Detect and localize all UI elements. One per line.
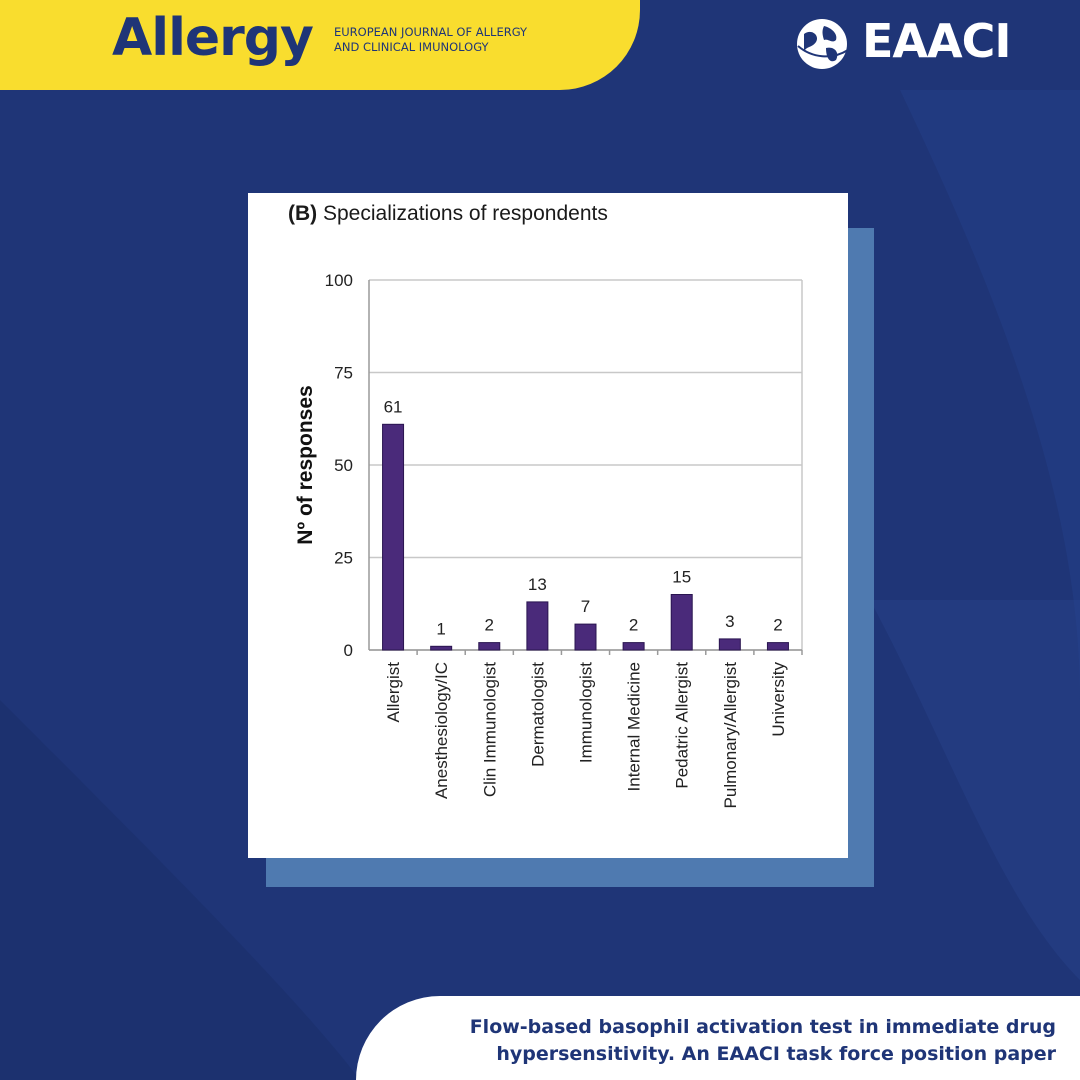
y-tick-label: 75	[334, 364, 353, 383]
data-label: 1	[436, 619, 445, 638]
data-label: 2	[773, 616, 782, 635]
data-label: 13	[528, 575, 547, 594]
article-title: Flow-based basophil activation test in i…	[470, 1014, 1056, 1068]
journal-subtitle: EUROPEAN JOURNAL OF ALLERGY AND CLINICAL…	[334, 25, 527, 55]
x-tick-label: Immunologist	[577, 662, 596, 763]
bar-pedatric-allergist	[670, 594, 693, 651]
eaaci-logo-text: EAACI	[862, 14, 1011, 68]
chart-card: (B) Specializations of respondents 0 25 50…	[248, 193, 848, 858]
journal-subtitle-line1: EUROPEAN JOURNAL OF ALLERGY	[334, 25, 528, 39]
y-axis-label: Nº of responses	[294, 385, 317, 544]
bar-clin-immunologist	[478, 642, 501, 651]
x-tick-label: Anesthesiology/IC	[432, 662, 451, 799]
article-title-line1: Flow-based basophil activation test in i…	[469, 1016, 1056, 1038]
data-label: 2	[485, 616, 494, 635]
journal-header-bar: Allergy EUROPEAN JOURNAL OF ALLERGY AND …	[0, 0, 640, 90]
chart-title-text: Specializations of respondents	[323, 202, 608, 225]
bar-immunologist	[574, 623, 597, 651]
y-tick-label: 25	[334, 549, 353, 568]
bar-chart: 0 25 50 75 100 Nº of responses 61 Allergist 1 Ane…	[294, 271, 803, 809]
article-title-line2: hypersensitivity. An EAACI task force po…	[496, 1043, 1056, 1065]
y-tick-label: 100	[325, 271, 353, 290]
bar-allergist	[382, 423, 405, 651]
x-tick-label: Pulmonary/Allergist	[721, 662, 740, 809]
data-label: 2	[629, 616, 638, 635]
x-tick-label: Dermatologist	[528, 662, 547, 767]
bar-pulmonary-allergist	[718, 638, 741, 651]
bar-dermatologist	[526, 601, 549, 651]
x-tick-label: Internal Medicine	[625, 662, 644, 791]
globe-icon	[797, 19, 849, 69]
y-tick-label: 50	[334, 456, 353, 475]
chart-title: (B) Specializations of respondents	[288, 202, 608, 226]
bar-internal-medicine	[622, 642, 645, 651]
data-label: 61	[384, 397, 403, 416]
x-tick-label: University	[769, 662, 788, 737]
data-label: 7	[581, 597, 590, 616]
x-tick-label: Clin Immunologist	[480, 662, 499, 797]
y-tick-label: 0	[344, 641, 353, 660]
data-label: 3	[725, 612, 734, 631]
journal-subtitle-line2: AND CLINICAL IMUNOLOGY	[334, 40, 489, 54]
x-tick-label: Pedatric Allergist	[673, 662, 692, 789]
x-tick-label: Allergist	[384, 662, 403, 723]
bar-anesthesiology-ic	[430, 645, 453, 651]
journal-brand: Allergy	[112, 8, 314, 68]
article-title-box: Flow-based basophil activation test in i…	[356, 996, 1080, 1080]
bar-university	[766, 642, 789, 651]
data-label: 15	[672, 568, 691, 587]
chart-panel-label: (B)	[288, 202, 318, 225]
